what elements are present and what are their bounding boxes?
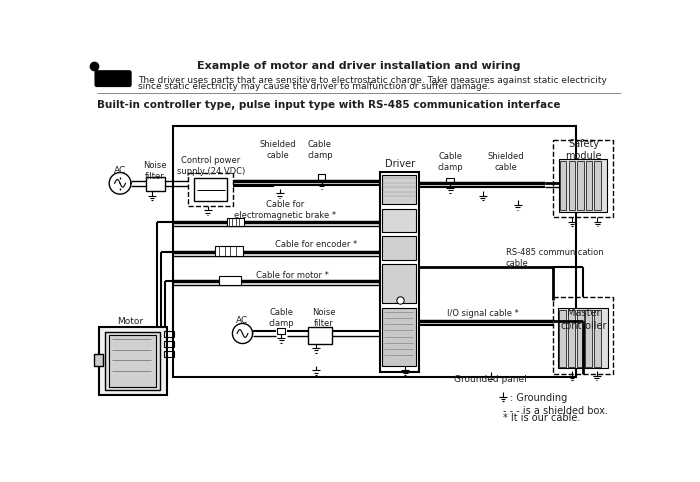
Bar xyxy=(109,335,155,388)
Bar xyxy=(277,328,285,334)
Bar xyxy=(585,309,592,367)
Text: Cable
clamp: Cable clamp xyxy=(268,308,294,328)
Text: since static electricity may cause the driver to malfunction or suffer damage.: since static electricity may cause the d… xyxy=(138,82,490,92)
Text: Cable
clamp: Cable clamp xyxy=(438,152,463,172)
Text: Master
controller: Master controller xyxy=(560,308,607,331)
Text: AC: AC xyxy=(237,316,248,325)
FancyBboxPatch shape xyxy=(94,70,132,87)
Text: Built-in controller type, pulse input type with RS-485 communication interface: Built-in controller type, pulse input ty… xyxy=(97,100,560,110)
Bar xyxy=(382,237,416,260)
Text: Safety
module: Safety module xyxy=(566,139,602,161)
Text: Driver: Driver xyxy=(385,159,415,169)
Bar xyxy=(164,351,174,357)
Bar xyxy=(558,308,608,368)
Text: Cable
clamp: Cable clamp xyxy=(307,140,332,161)
Bar xyxy=(382,175,416,204)
Bar xyxy=(309,327,332,344)
Bar xyxy=(227,218,244,226)
Text: Cable for encoder *: Cable for encoder * xyxy=(275,240,357,249)
Text: Control power
supply (24 VDC): Control power supply (24 VDC) xyxy=(176,156,245,176)
Text: I/O signal cable *: I/O signal cable * xyxy=(447,309,519,318)
Text: Grounded panel: Grounded panel xyxy=(454,375,527,384)
Bar xyxy=(318,174,326,179)
Bar xyxy=(569,161,575,210)
Text: Noise
filter: Noise filter xyxy=(144,161,167,181)
Text: Shielded
cable: Shielded cable xyxy=(260,140,297,161)
Bar xyxy=(104,332,160,390)
Bar xyxy=(173,126,575,377)
Bar xyxy=(447,178,454,183)
Text: Cable for
electromagnetic brake *: Cable for electromagnetic brake * xyxy=(234,200,336,220)
Bar xyxy=(552,140,613,217)
Bar xyxy=(578,161,584,210)
Bar xyxy=(568,309,575,367)
Text: : Grounding: : Grounding xyxy=(510,393,567,403)
Text: AC: AC xyxy=(114,166,126,175)
Bar xyxy=(559,309,566,367)
Text: RS-485 communication
cable: RS-485 communication cable xyxy=(506,248,603,268)
Bar xyxy=(188,174,233,206)
Text: The driver uses parts that are sensitive to electrostatic charge. Take measures : The driver uses parts that are sensitive… xyxy=(138,76,607,85)
Bar xyxy=(94,354,103,366)
Bar xyxy=(216,246,242,256)
Bar xyxy=(594,161,601,210)
Bar xyxy=(577,309,584,367)
Bar xyxy=(164,341,174,348)
Bar xyxy=(382,308,416,366)
Text: Motor: Motor xyxy=(117,317,144,326)
Bar xyxy=(382,209,416,232)
Text: Note: Note xyxy=(99,74,127,84)
Bar xyxy=(381,172,419,372)
Bar xyxy=(99,327,167,395)
Text: Cable for motor *: Cable for motor * xyxy=(256,271,329,280)
Text: * It is our cable.: * It is our cable. xyxy=(503,413,580,423)
Bar xyxy=(164,331,174,337)
Bar xyxy=(594,309,601,367)
Text: Noise
filter: Noise filter xyxy=(312,308,335,328)
Bar xyxy=(146,177,165,191)
Bar xyxy=(559,160,607,212)
Bar xyxy=(382,264,416,303)
Bar xyxy=(552,296,613,374)
Bar xyxy=(219,276,241,285)
Text: Example of motor and driver installation and wiring: Example of motor and driver installation… xyxy=(197,61,521,70)
Bar xyxy=(195,178,227,201)
Text: - - - is a shielded box.: - - - is a shielded box. xyxy=(503,405,608,415)
Bar xyxy=(586,161,592,210)
Bar xyxy=(560,161,566,210)
Text: Shielded
cable: Shielded cable xyxy=(488,152,524,172)
